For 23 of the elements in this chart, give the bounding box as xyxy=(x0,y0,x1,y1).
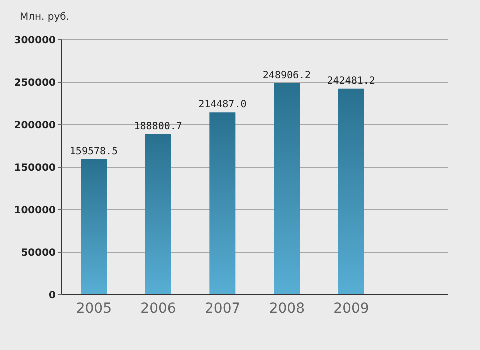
data-label: 214487.0 xyxy=(198,100,247,111)
bar xyxy=(145,134,172,295)
bar xyxy=(274,83,300,295)
data-label: 248906.2 xyxy=(262,70,312,82)
y-tick-label: 250000 xyxy=(14,78,56,90)
x-tick-label: 2006 xyxy=(140,300,176,317)
data-label: 159578.5 xyxy=(70,146,118,158)
x-tick-label: 2009 xyxy=(334,300,370,317)
y-axis-title: Млн. руб. xyxy=(20,12,70,23)
x-tick-label: 2005 xyxy=(76,300,112,317)
y-tick-label: 0 xyxy=(49,290,56,302)
y-tick-label: 150000 xyxy=(14,163,56,174)
x-tick-label: 2007 xyxy=(205,300,241,317)
y-tick-label: 300000 xyxy=(14,36,56,47)
y-tick-label: 100000 xyxy=(14,206,56,217)
x-tick-label: 2008 xyxy=(269,300,305,317)
bar xyxy=(210,112,236,295)
bar xyxy=(81,159,107,295)
data-label: 188800.7 xyxy=(134,122,182,133)
data-label: 242481.2 xyxy=(327,76,376,87)
y-tick-label: 50000 xyxy=(21,248,56,260)
bar xyxy=(338,88,364,295)
y-tick-label: 200000 xyxy=(14,120,56,132)
